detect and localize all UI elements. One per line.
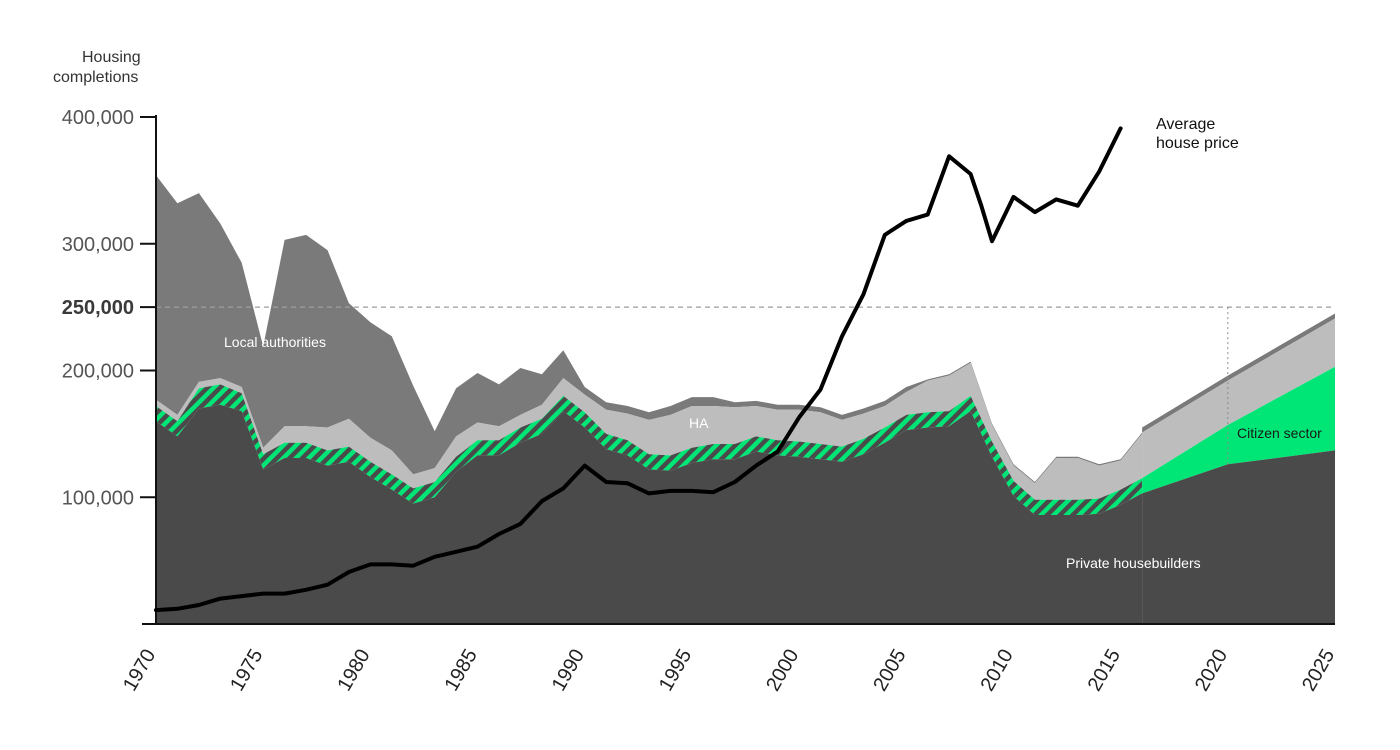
label-price-line1: Average — [1156, 116, 1215, 133]
area-local-authorities — [156, 175, 1143, 484]
average-house-price-line — [154, 126, 1123, 613]
label-local-authorities: Local authorities — [224, 334, 326, 350]
x-tick-label-1980: 1980 — [333, 646, 374, 696]
label-citizen-sector: Citizen sector — [1237, 425, 1322, 441]
reference-lines — [156, 306, 1335, 465]
y-axis-label-line2: completions — [53, 69, 138, 86]
x-tick-label-2020: 2020 — [1191, 646, 1232, 696]
x-tick-label-2005: 2005 — [869, 646, 910, 696]
x-tick-label-1975: 1975 — [226, 646, 267, 696]
y-tick-label-250000: 250,000 — [62, 297, 134, 319]
area-private-housebuilders — [156, 404, 1143, 624]
area-hatched-band — [156, 384, 1143, 515]
x-tick-label-2025: 2025 — [1298, 646, 1339, 696]
y-tick-label-200000: 200,000 — [62, 361, 134, 383]
x-tick-label-1995: 1995 — [655, 646, 696, 696]
y-tick-label-400000: 400,000 — [62, 107, 134, 129]
area-housing-associations — [156, 362, 1143, 500]
projection-private-housebuilders — [1142, 450, 1335, 624]
label-ha: HA — [689, 415, 709, 431]
projection-housing-associations — [1142, 318, 1335, 479]
x-tick-label-2010: 2010 — [976, 646, 1017, 696]
projection-local-authorities — [1142, 313, 1335, 433]
x-tick-label-2000: 2000 — [762, 646, 803, 696]
series-labels: Housing completions Local authorities HA… — [53, 49, 1322, 571]
stacked-areas — [156, 175, 1335, 624]
y-axis-label-line1: Housing — [82, 49, 141, 66]
price-line-layer — [154, 126, 1123, 613]
x-tick-label-1990: 1990 — [548, 646, 589, 696]
label-private-housebuilders: Private housebuilders — [1066, 555, 1201, 571]
y-tick-label-100000: 100,000 — [62, 487, 134, 509]
x-tick-label-1985: 1985 — [441, 646, 482, 696]
y-tick-label-300000: 300,000 — [62, 234, 134, 256]
label-price-line2: house price — [1156, 135, 1239, 152]
x-tick-label-2015: 2015 — [1084, 646, 1125, 696]
x-tick-label-1970: 1970 — [119, 646, 160, 696]
projection-citizen-sector — [1142, 366, 1335, 494]
